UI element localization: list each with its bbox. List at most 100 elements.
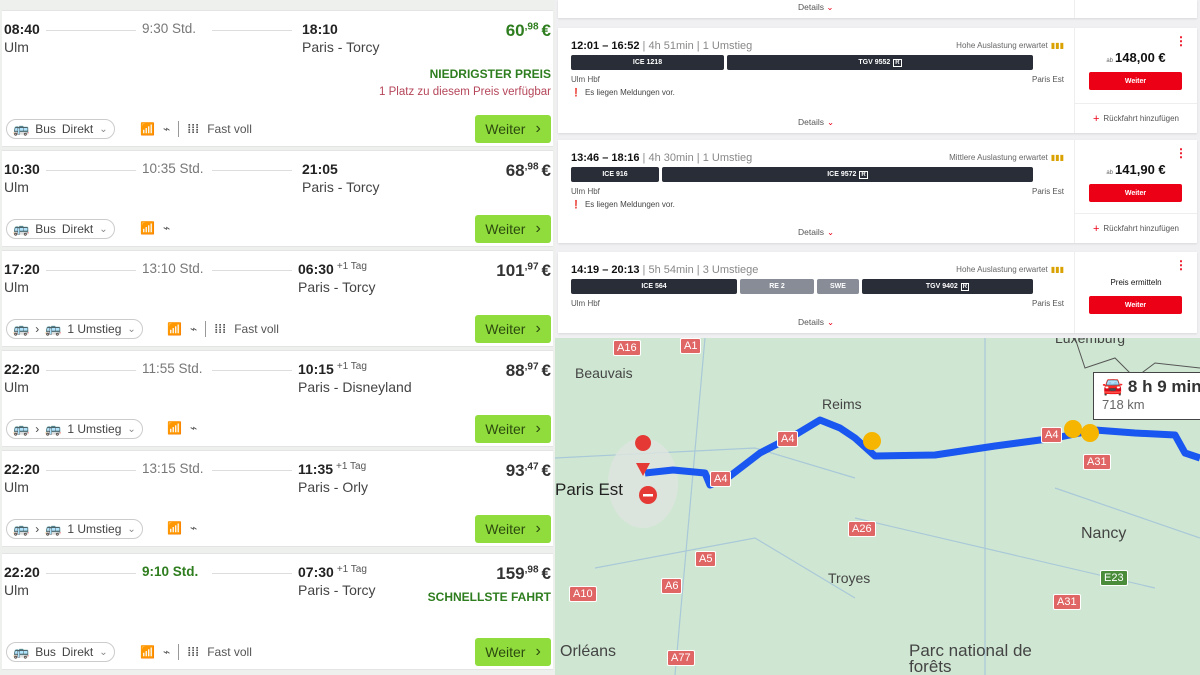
continue-button[interactable]: Weiter — [1089, 296, 1182, 314]
map-place: Paris Est — [555, 480, 624, 499]
arrival-city: Paris - Torcy — [302, 179, 380, 195]
duration: 4h 30min — [648, 152, 694, 164]
divider — [178, 121, 180, 137]
map-place: Parc national de forêts — [909, 641, 1032, 675]
transport-selector[interactable]: 🚌 › 🚌 1 Umstieg ⌄ — [6, 319, 143, 339]
details-toggle[interactable]: Details ⌄ — [798, 227, 834, 238]
transport-selector[interactable]: 🚌 › 🚌 1 Umstieg ⌄ — [6, 419, 143, 439]
continue-button[interactable]: Weiter › — [475, 515, 551, 543]
transfers: 1 Umstieg — [702, 152, 753, 164]
price-cents: ,47 — [524, 461, 539, 473]
continue-button[interactable]: Weiter › — [475, 415, 551, 443]
occupancy: Hohe Auslastung erwartet ▮▮▮ — [956, 265, 1064, 274]
wifi-icon: 📶 — [140, 122, 155, 136]
arrival-city: Paris - Disneyland — [298, 379, 412, 395]
details-label: Details — [798, 317, 824, 327]
chevron-right-icon: › — [35, 522, 40, 536]
bus-icon: 🚌 — [45, 521, 62, 536]
continue-label: Weiter — [485, 421, 526, 437]
db-connection-card[interactable]: 13:46 – 18:16 | 4h 30min | 1 Umstieg Mitt… — [558, 140, 1197, 243]
more-options-icon[interactable]: ⋮ — [1175, 146, 1187, 160]
route-info-tooltip[interactable]: 🚘 8 h 9 min 718 km — [1093, 372, 1200, 420]
road-shield: A1 — [680, 338, 702, 354]
continue-button[interactable]: Weiter › — [475, 315, 551, 343]
price: 60,98 € — [506, 21, 551, 41]
connection-card[interactable]: 22:20 Ulm 9:10 Std. 07:30 +1 Tag Paris - Torc… — [2, 553, 553, 670]
departure-time: 08:40 — [4, 21, 40, 37]
train-segment[interactable]: SWE — [817, 279, 859, 294]
more-options-icon[interactable]: ⋮ — [1175, 34, 1187, 48]
duration-line — [212, 30, 292, 31]
duration-line — [46, 573, 136, 574]
details-toggle[interactable]: Details ⌄ — [798, 317, 834, 328]
train-segment[interactable]: ICE 564 — [571, 279, 737, 294]
continue-button[interactable]: Weiter › — [475, 215, 551, 243]
power-plug-icon: ⌁ — [162, 221, 171, 235]
transport-selector[interactable]: 🚌 Bus Direkt ⌄ — [6, 119, 115, 139]
departure-time: 22:20 — [4, 361, 40, 377]
arrival-city: Paris - Orly — [298, 479, 368, 495]
bus-icon: 🚌 — [13, 321, 30, 336]
details-label: Details — [798, 227, 824, 237]
bus-icon: 🚌 — [13, 521, 30, 536]
continue-button[interactable]: Weiter — [1089, 184, 1182, 202]
db-connection-card[interactable]: 14:19 – 20:13 | 5h 54min | 3 Umstiege Hoh… — [558, 252, 1197, 333]
price-value: 141,90 € — [1115, 162, 1166, 177]
continue-button[interactable]: Weiter › — [475, 115, 551, 143]
connection-card[interactable]: 10:30 Ulm 10:35 Std. 21:05 Paris - Torcy 68,9… — [2, 150, 553, 247]
transport-selector[interactable]: 🚌 › 🚌 1 Umstieg ⌄ — [6, 519, 143, 539]
plus-icon: + — [1092, 222, 1100, 235]
train-name: TGV 9402 — [925, 283, 958, 290]
connection-summary: 13:46 – 18:16 | 4h 30min | 1 Umstieg — [571, 152, 752, 164]
connection-card[interactable]: 08:40 Ulm 9:30 Std. 18:10 Paris - Torcy 60,98… — [2, 10, 553, 147]
duration: 13:10 Std. — [142, 261, 204, 276]
route-map[interactable]: Beauvais Reims Paris Est Nancy Troyes Or… — [555, 338, 1200, 675]
next-day-label: +1 Tag — [336, 261, 367, 272]
road-shield: A10 — [569, 586, 597, 602]
train-segment[interactable]: ICE 916 — [571, 167, 659, 182]
more-options-icon[interactable]: ⋮ — [1175, 258, 1187, 272]
transport-selector[interactable]: 🚌 Bus Direkt ⌄ — [6, 642, 115, 662]
connection-card[interactable]: 22:20 Ulm 13:15 Std. 11:35 +1 Tag Paris - Orl… — [2, 450, 553, 547]
occupancy-label: Hohe Auslastung erwartet — [956, 265, 1048, 274]
bus-icon: 🚌 — [45, 421, 62, 436]
power-plug-icon: ⌁ — [189, 322, 198, 336]
road-shield: A6 — [661, 578, 683, 594]
from-label: ab — [1106, 170, 1114, 176]
add-return-trip-button[interactable]: + Rückfahrt hinzufügen — [1075, 213, 1197, 243]
price-cents: ,97 — [524, 261, 539, 273]
price: ab 148,00 € — [1075, 50, 1197, 65]
price-main: 93 — [505, 461, 525, 480]
alert-icon: ❗ — [571, 88, 581, 97]
train-segment[interactable]: TGV 9552 R — [727, 55, 1033, 70]
map-place: Troyes — [828, 570, 871, 586]
wifi-icon: 📶 — [140, 645, 155, 659]
train-segment[interactable]: ICE 9572 R — [662, 167, 1033, 182]
wifi-icon: 📶 — [167, 521, 182, 535]
details-toggle[interactable]: Details ⌄ — [798, 117, 834, 128]
train-segment[interactable]: TGV 9402 R — [862, 279, 1033, 294]
connection-card[interactable]: 17:20 Ulm 13:10 Std. 06:30 +1 Tag Paris - Tor… — [2, 250, 553, 347]
db-connection-card[interactable]: 12:01 – 16:52 | 4h 51min | 1 Umstieg Hohe… — [558, 28, 1197, 133]
occupancy: Mittlere Auslastung erwartet ▮▮▮ — [949, 153, 1064, 162]
chevron-down-icon: ⌄ — [127, 323, 136, 335]
continue-button[interactable]: Weiter — [1089, 72, 1182, 90]
transport-selector[interactable]: 🚌 Bus Direkt ⌄ — [6, 219, 115, 239]
price-cents: ,97 — [524, 361, 539, 373]
continue-button[interactable]: Weiter › — [475, 638, 551, 666]
add-return-trip-button[interactable]: + Rückfahrt hinzufügen — [1075, 103, 1197, 133]
train-segment[interactable]: RE 2 — [740, 279, 814, 294]
details-toggle[interactable]: Details ⌄ — [798, 2, 833, 13]
chevron-right-icon: › — [35, 322, 40, 336]
arrival-city: Paris - Torcy — [298, 279, 376, 295]
arrival-time-value: 11:35 — [298, 461, 334, 477]
price-badge: SCHNELLSTE FAHRT — [427, 590, 551, 604]
arrival-city: Paris - Torcy — [302, 39, 380, 55]
currency: € — [541, 261, 551, 280]
departure-time: 17:20 — [4, 261, 40, 277]
duration-line — [46, 30, 136, 31]
train-segment[interactable]: ICE 1218 — [571, 55, 724, 70]
plus-icon: + — [1092, 112, 1100, 125]
arrival-time-value: 07:30 — [298, 564, 334, 580]
connection-card[interactable]: 22:20 Ulm 11:55 Std. 10:15 +1 Tag Paris - Dis… — [2, 350, 553, 447]
